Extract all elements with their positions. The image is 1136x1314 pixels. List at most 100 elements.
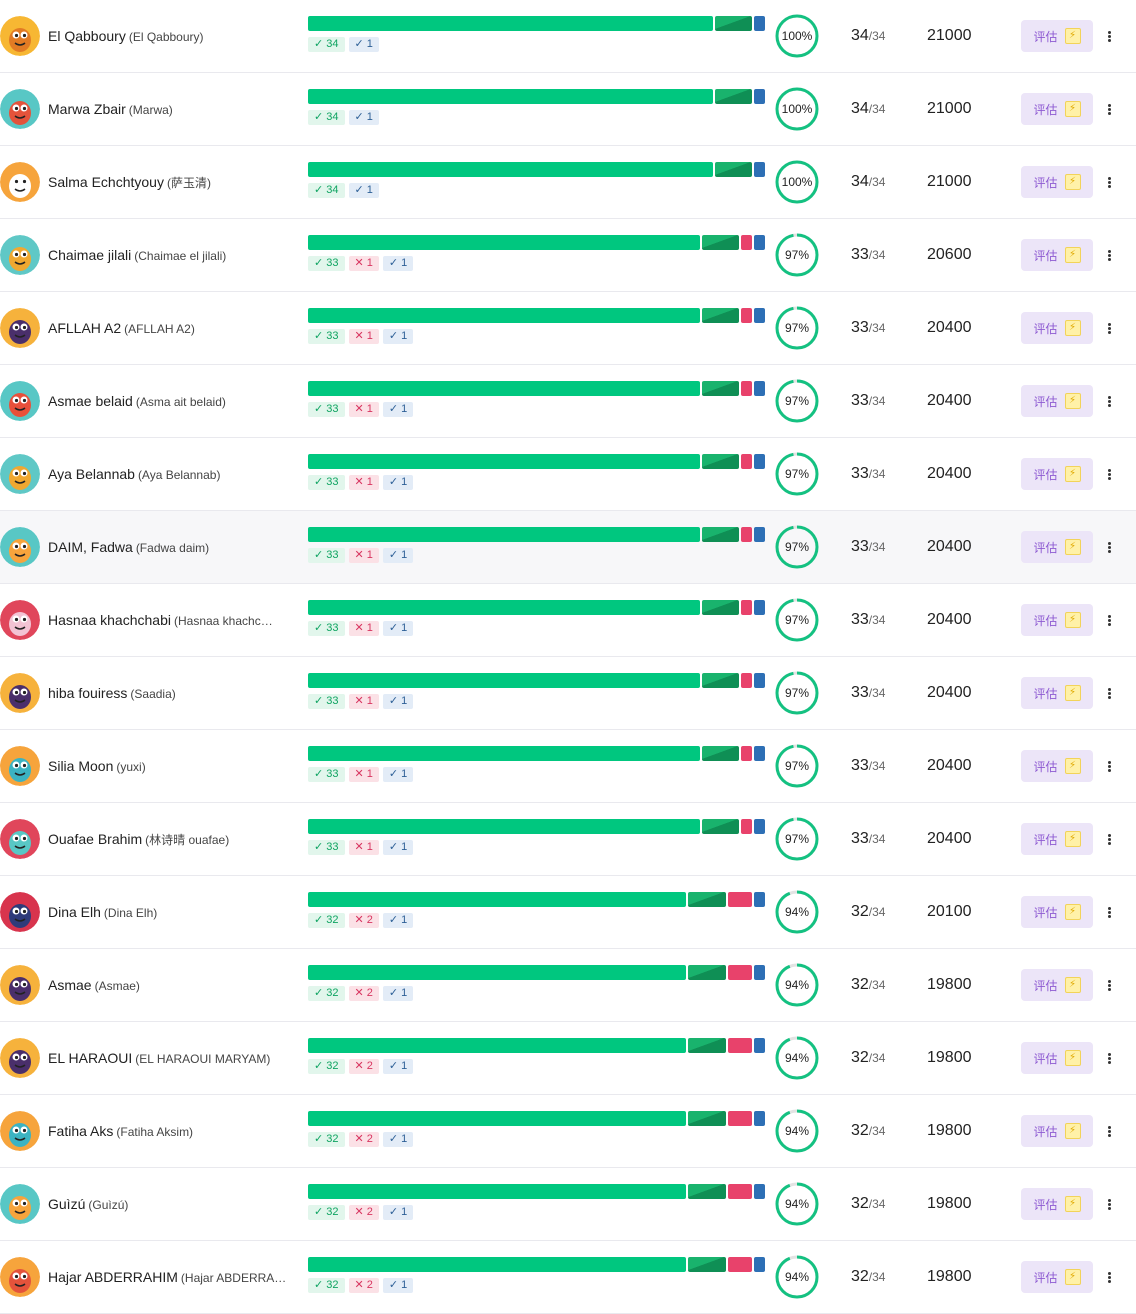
evaluate-button[interactable]: 评估 ⚡: [1021, 312, 1093, 344]
answer-bar: [308, 527, 766, 542]
student-row[interactable]: Fatiha Aks (Fatiha Aksim) ✓ 32 ✕ 2 ✓ 1 94% 32/…: [0, 1095, 1136, 1168]
score-total: /34: [868, 467, 886, 481]
evaluate-button[interactable]: 评估 ⚡: [1021, 604, 1093, 636]
student-name[interactable]: Asmae belaid (Asma ait belaid): [48, 365, 288, 437]
student-row[interactable]: Hasnaa khachchabi (Hasnaa khachc… ✓ 33 ✕ 1 ✓…: [0, 584, 1136, 657]
evaluate-button[interactable]: 评估 ⚡: [1021, 239, 1093, 271]
evaluate-button[interactable]: 评估 ⚡: [1021, 531, 1093, 563]
more-options-icon[interactable]: [1102, 1265, 1116, 1289]
evaluate-label: 评估: [1033, 29, 1058, 44]
wrong-count-badge: ✕ 2: [348, 1059, 379, 1074]
evaluate-button[interactable]: 评估 ⚡: [1021, 20, 1093, 52]
student-row[interactable]: Salma Echchtyouy (萨玉清) ✓ 34 ✓ 1 100% 34/34 210…: [0, 146, 1136, 219]
more-options-icon[interactable]: [1102, 170, 1116, 194]
evaluate-button[interactable]: 评估 ⚡: [1021, 385, 1093, 417]
partial-count-badge: ✓ 1: [382, 621, 414, 636]
more-options-icon[interactable]: [1102, 24, 1116, 48]
score-total: /34: [868, 248, 886, 262]
evaluate-button[interactable]: 评估 ⚡: [1021, 896, 1093, 928]
answer-counts: ✓ 33 ✕ 1 ✓ 1: [308, 329, 414, 344]
more-options-icon[interactable]: [1102, 608, 1116, 632]
student-name[interactable]: Aya Belannab (Aya Belannab): [48, 438, 288, 510]
more-options-icon[interactable]: [1102, 1192, 1116, 1216]
correct-recent-segment: [701, 819, 739, 834]
accuracy-percent: 100%: [781, 175, 813, 189]
lightning-icon: ⚡: [1064, 101, 1081, 117]
student-name-text: Hajar ABDERRAHIM: [48, 1269, 178, 1285]
student-name[interactable]: EL HARAOUI (EL HARAOUI MARYAM): [48, 1022, 288, 1094]
student-name[interactable]: Asmae (Asmae): [48, 949, 288, 1021]
points: 21000: [927, 100, 972, 117]
student-name[interactable]: hiba fouiress (Saadia): [48, 657, 288, 729]
wrong-count-badge: ✕ 1: [348, 621, 379, 636]
evaluate-button[interactable]: 评估 ⚡: [1021, 1115, 1093, 1147]
student-row[interactable]: Asmae belaid (Asma ait belaid) ✓ 33 ✕ 1 ✓ 1 9…: [0, 365, 1136, 438]
evaluate-button[interactable]: 评估 ⚡: [1021, 969, 1093, 1001]
student-name[interactable]: Fatiha Aks (Fatiha Aksim): [48, 1095, 288, 1167]
accuracy-percent: 100%: [781, 102, 813, 116]
partial-count-badge: ✓ 1: [382, 767, 414, 782]
student-row[interactable]: Chaimae jilali (Chaimae el jilali) ✓ 33 ✕ 1…: [0, 219, 1136, 292]
evaluate-button[interactable]: 评估 ⚡: [1021, 93, 1093, 125]
more-options-icon[interactable]: [1102, 243, 1116, 267]
answer-bar: [308, 162, 766, 177]
student-row[interactable]: hiba fouiress (Saadia) ✓ 33 ✕ 1 ✓ 1 97% 33/34 2…: [0, 657, 1136, 730]
student-name[interactable]: Dina Elh (Dina Elh): [48, 876, 288, 948]
student-name[interactable]: Hajar ABDERRAHIM (Hajar ABDERRA…: [48, 1241, 288, 1313]
student-row[interactable]: Marwa Zbair (Marwa) ✓ 34 ✓ 1 100% 34/34 21000 评…: [0, 73, 1136, 146]
evaluate-label: 评估: [1033, 759, 1058, 774]
student-name[interactable]: Salma Echchtyouy (萨玉清): [48, 146, 288, 218]
student-row[interactable]: DAIM, Fadwa (Fadwa daim) ✓ 33 ✕ 1 ✓ 1 97% 33/3…: [0, 511, 1136, 584]
student-row[interactable]: Silia Moon (yuxi) ✓ 33 ✕ 1 ✓ 1 97% 33/34 20400 评…: [0, 730, 1136, 803]
more-options-icon[interactable]: [1102, 97, 1116, 121]
more-options-icon[interactable]: [1102, 316, 1116, 340]
more-options-icon[interactable]: [1102, 389, 1116, 413]
student-name[interactable]: Silia Moon (yuxi): [48, 730, 288, 802]
correct-segment: [308, 1038, 687, 1053]
student-row[interactable]: AFLLAH A2 (AFLLAH A2) ✓ 33 ✕ 1 ✓ 1 97% 33/34 20…: [0, 292, 1136, 365]
correct-recent-segment: [701, 746, 739, 761]
student-row[interactable]: Ouafae Brahim (林诗晴 ouafae) ✓ 33 ✕ 1 ✓ 1 97% 33…: [0, 803, 1136, 876]
evaluate-button[interactable]: 评估 ⚡: [1021, 823, 1093, 855]
more-options-icon[interactable]: [1102, 754, 1116, 778]
more-options-icon[interactable]: [1102, 900, 1116, 924]
student-name[interactable]: DAIM, Fadwa (Fadwa daim): [48, 511, 288, 583]
student-name[interactable]: Hasnaa khachchabi (Hasnaa khachc…: [48, 584, 288, 656]
evaluate-button[interactable]: 评估 ⚡: [1021, 166, 1093, 198]
more-options-icon[interactable]: [1102, 1119, 1116, 1143]
more-options-icon[interactable]: [1102, 535, 1116, 559]
more-options-icon[interactable]: [1102, 462, 1116, 486]
evaluate-button[interactable]: 评估 ⚡: [1021, 1042, 1093, 1074]
accuracy-ring: 100%: [775, 14, 819, 58]
evaluate-button[interactable]: 评估 ⚡: [1021, 750, 1093, 782]
student-row[interactable]: El Qabboury (El Qabboury) ✓ 34 ✓ 1 100% 34/34…: [0, 0, 1136, 73]
evaluate-button[interactable]: 评估 ⚡: [1021, 677, 1093, 709]
student-name[interactable]: Chaimae jilali (Chaimae el jilali): [48, 219, 288, 291]
student-name-text: Chaimae jilali: [48, 247, 132, 263]
student-name[interactable]: Marwa Zbair (Marwa): [48, 73, 288, 145]
more-options-icon[interactable]: [1102, 973, 1116, 997]
student-row[interactable]: Dina Elh (Dina Elh) ✓ 32 ✕ 2 ✓ 1 94% 32/34 2010…: [0, 876, 1136, 949]
wrong-count-badge: ✕ 1: [348, 694, 379, 709]
accuracy-percent: 94%: [784, 905, 810, 919]
student-nickname: (Fatiha Aksim): [116, 1125, 194, 1139]
student-name[interactable]: El Qabboury (El Qabboury): [48, 0, 288, 72]
student-row[interactable]: EL HARAOUI (EL HARAOUI MARYAM) ✓ 32 ✕ 2 ✓ 1 9…: [0, 1022, 1136, 1095]
student-name[interactable]: AFLLAH A2 (AFLLAH A2): [48, 292, 288, 364]
evaluate-button[interactable]: 评估 ⚡: [1021, 458, 1093, 490]
evaluate-button[interactable]: 评估 ⚡: [1021, 1188, 1093, 1220]
more-options-icon[interactable]: [1102, 681, 1116, 705]
evaluate-button[interactable]: 评估 ⚡: [1021, 1261, 1093, 1293]
score-value: 33: [851, 830, 869, 847]
student-name[interactable]: Ouafae Brahim (林诗晴 ouafae): [48, 803, 288, 875]
points: 19800: [927, 1195, 972, 1212]
student-row[interactable]: Hajar ABDERRAHIM (Hajar ABDERRA… ✓ 32 ✕ 2 ✓ …: [0, 1241, 1136, 1314]
correct-segment: [308, 673, 700, 688]
student-name[interactable]: Guìzú (Guìzú): [48, 1168, 288, 1240]
more-options-icon[interactable]: [1102, 1046, 1116, 1070]
student-row[interactable]: Asmae (Asmae) ✓ 32 ✕ 2 ✓ 1 94% 32/34 19800 评估 ⚡: [0, 949, 1136, 1022]
student-row[interactable]: Guìzú (Guìzú) ✓ 32 ✕ 2 ✓ 1 94% 32/34 19800 评估 ⚡: [0, 1168, 1136, 1241]
points: 20400: [927, 538, 972, 555]
student-row[interactable]: Aya Belannab (Aya Belannab) ✓ 33 ✕ 1 ✓ 1 97% 3…: [0, 438, 1136, 511]
more-options-icon[interactable]: [1102, 827, 1116, 851]
